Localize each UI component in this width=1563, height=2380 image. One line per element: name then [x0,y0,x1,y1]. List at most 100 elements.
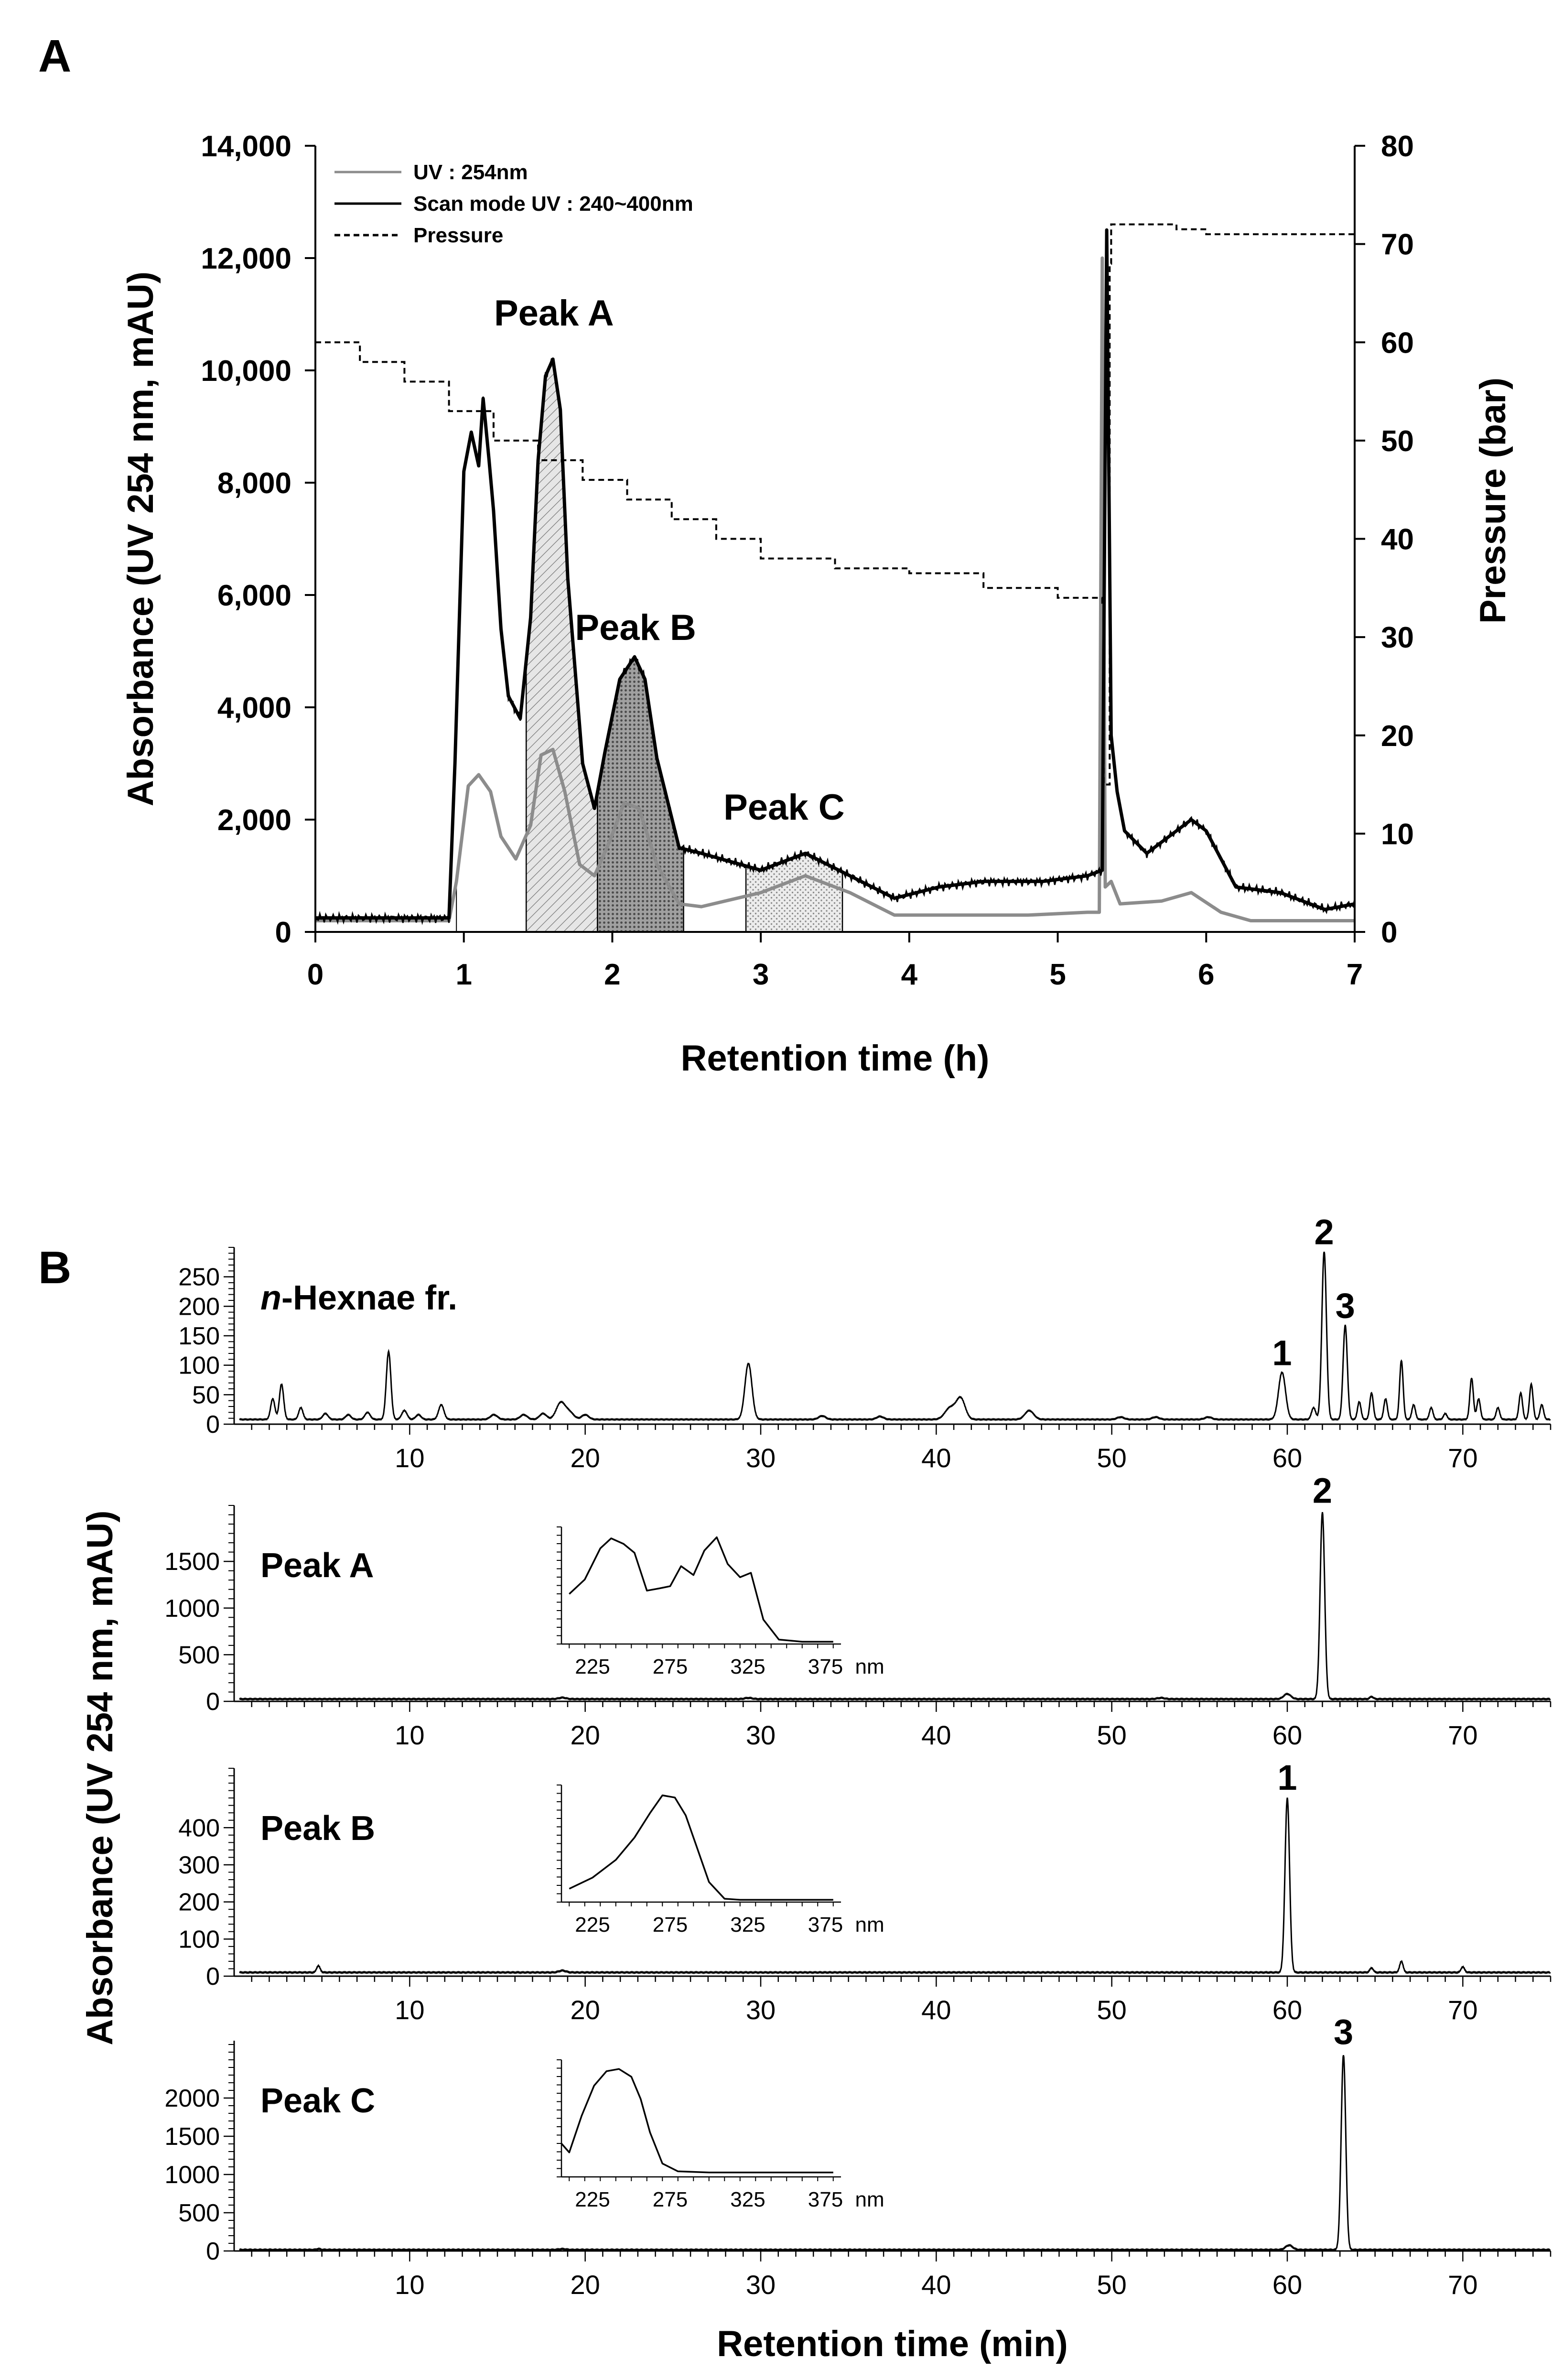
x-tick-label: 40 [921,1443,951,1473]
y2-tick-label: 0 [1381,916,1397,949]
fraction-area [597,657,684,932]
y2-tick-label: 60 [1381,326,1414,359]
panel-a-letter: A [38,31,71,82]
sample-label-rest: -Hexnae fr. [281,1279,457,1317]
x-tick-label: 50 [1097,2270,1127,2300]
y-tick-label: 0 [275,916,291,949]
chromatogram-trace [239,1251,1551,1421]
x-tick-label: 50 [1097,1443,1127,1473]
y-tick-label: 1500 [164,2123,220,2151]
inset-x-tick-label: 225 [575,2188,610,2211]
y-tick-label: 200 [178,1293,220,1320]
x-tick-label: 70 [1448,1995,1477,2025]
x-tick-label: 60 [1272,2270,1302,2300]
y2-tick-label: 70 [1381,228,1414,261]
y2-tick-label: 30 [1381,621,1414,654]
panel-b-y-axis-label: Absorbance (UV 254 nm, mAU) [80,1510,120,2045]
x-tick-label: 5 [1049,958,1066,991]
chromatogram-lines [314,223,1356,925]
peak-number: 2 [1315,1212,1334,1252]
y-tick-label: 14,000 [201,130,291,163]
fraction-area [746,853,842,932]
x-tick-label: 1 [455,958,472,991]
y-tick-label: 1500 [164,1548,220,1576]
uv-spectrum-inset: 225 275 325 375 nm [557,1785,884,1936]
y-tick-label: 0 [206,2238,220,2265]
x-tick-label: 30 [746,1443,776,1473]
panel-b-letter: B [38,1242,71,1293]
x-tick-label: 7 [1347,958,1363,991]
y-tick-label: 6,000 [217,579,291,612]
chromatogram-trace [239,1512,1551,1701]
x-tick-label: 2 [604,958,620,991]
peak-number: 3 [1336,1286,1355,1326]
inset-unit-label: nm [855,1913,884,1936]
x-tick-label: 30 [746,1720,776,1750]
y-tick-label: 1000 [164,2161,220,2189]
y-tick-label: 0 [206,1688,220,1716]
x-tick-label: 10 [395,1443,424,1473]
y-tick-label: 1000 [164,1595,220,1623]
y2-tick-label: 10 [1381,818,1414,851]
panel-a-axes: 0 1 2 3 4 5 6 702,0004,0006,0008,00010,00012,00… [201,130,1414,991]
y2-tick-label: 50 [1381,425,1414,458]
x-tick-label: 20 [571,1443,600,1473]
spectrum-line [569,1794,833,1901]
legend-label-pressure: Pressure [413,224,503,247]
sample-label: n-Hexnae fr. [260,1279,457,1317]
uv254-line [315,256,1355,922]
y-tick-label: 2000 [164,2085,220,2112]
x-tick-label: 70 [1448,1720,1477,1750]
chromatogram-trace [239,2055,1551,2252]
x-tick-label: 70 [1448,2270,1477,2300]
inset-x-tick-label: 275 [653,1655,688,1678]
sample-label: Peak A [260,1547,374,1585]
y-tick-label: 100 [178,1352,220,1380]
y-tick-label: 500 [178,2199,220,2227]
x-tick-label: 70 [1448,1443,1477,1473]
inset-x-tick-label: 325 [730,1913,765,1936]
y2-tick-label: 40 [1381,523,1414,556]
y-tick-label: 500 [178,1641,220,1669]
y-tick-label: 200 [178,1889,220,1916]
peak-label-b: Peak B [575,607,696,648]
uv-spectrum-inset: 225 275 325 375 nm [557,2059,884,2211]
y-axis-label: Absorbance (UV 254 nm, mAU) [120,271,161,806]
x-tick-label: 30 [746,2270,776,2300]
x-tick-label: 10 [395,1995,424,2025]
scan-uv-noise [314,232,1356,925]
x-tick-label: 40 [921,1995,951,2025]
peak-number: 3 [1334,2012,1353,2052]
pressure-line [315,223,1355,786]
spectrum-line [569,1536,833,1643]
subchart-peak-a: 10 20 30 40 50 60 70 0 500 1000 1500 Peak A 2 225 275 3… [164,1471,1552,1750]
subchart-peak-b: 10 20 30 40 50 60 70 0 100 200 300 400 Peak B 1 225 275… [178,1758,1552,2025]
y-tick-label: 100 [178,1926,220,1953]
x-tick-label: 20 [571,1720,600,1750]
y-tick-label: 150 [178,1322,220,1350]
inset-unit-label: nm [855,2188,884,2211]
legend: UV : 254nm Scan mode UV : 240~400nm Pres… [334,161,693,247]
inset-x-tick-label: 325 [730,2188,765,2211]
y-tick-label: 2,000 [217,804,291,837]
x-tick-label: 20 [571,2270,600,2300]
uv-spectrum-inset: 225 275 325 375 nm [557,1526,884,1678]
x-tick-label: 60 [1272,1995,1302,2025]
x-tick-label: 50 [1097,1720,1127,1750]
sample-label-italic: n [260,1279,281,1317]
peak-label-c: Peak C [723,787,845,828]
x-tick-label: 50 [1097,1995,1127,2025]
inset-x-tick-label: 225 [575,1655,610,1678]
x-tick-label: 10 [395,2270,424,2300]
x-tick-label: 20 [571,1995,600,2025]
x-tick-label: 10 [395,1720,424,1750]
x-tick-label: 60 [1272,1443,1302,1473]
inset-x-tick-label: 225 [575,1913,610,1936]
peak-number: 1 [1277,1758,1297,1797]
x-tick-label: 0 [307,958,323,991]
peak-label-a: Peak A [494,293,614,334]
inset-x-tick-label: 375 [808,1655,843,1678]
x-tick-label: 6 [1198,958,1214,991]
